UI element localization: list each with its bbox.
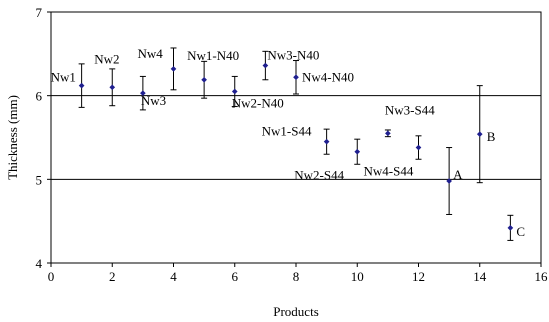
data-point bbox=[231, 88, 238, 95]
point-label: Nw2-N40 bbox=[232, 95, 284, 110]
x-tick-label: 16 bbox=[535, 269, 549, 284]
point-label: Nw2-S44 bbox=[294, 168, 344, 183]
data-point bbox=[354, 148, 361, 155]
y-tick-label: 5 bbox=[36, 172, 43, 187]
point-label: Nw4-S44 bbox=[364, 164, 414, 179]
x-tick-label: 6 bbox=[232, 269, 239, 284]
data-point bbox=[323, 138, 330, 145]
y-tick-label: 7 bbox=[36, 5, 43, 20]
x-tick-label: 10 bbox=[351, 269, 364, 284]
x-tick-label: 14 bbox=[473, 269, 487, 284]
y-axis-title: Thickness (mm) bbox=[5, 95, 20, 180]
data-point bbox=[201, 76, 207, 83]
x-axis-title: Products bbox=[273, 304, 319, 319]
x-tick-label: 2 bbox=[109, 269, 116, 284]
data-point bbox=[476, 131, 483, 137]
point-label: Nw3-N40 bbox=[267, 48, 319, 63]
data-point bbox=[507, 225, 514, 231]
data-point bbox=[170, 66, 177, 72]
point-label: Nw1-N40 bbox=[187, 48, 239, 63]
data-point bbox=[293, 74, 299, 81]
x-tick-label: 12 bbox=[412, 269, 425, 284]
x-axis-ticks: 0 2 4 6 8 10 12 14 16 bbox=[48, 263, 548, 284]
point-label: Nw1 bbox=[51, 70, 76, 85]
point-label: Nw1-S44 bbox=[262, 124, 312, 139]
point-label: Nw4-N40 bbox=[302, 69, 354, 84]
x-tick-label: 8 bbox=[293, 269, 300, 284]
data-point bbox=[415, 144, 422, 151]
point-label: A bbox=[453, 167, 463, 182]
y-tick-label: 6 bbox=[36, 89, 43, 104]
point-labels: Nw1 Nw2 Nw3 Nw4 Nw1-N40 Nw2-N40 Nw3-N40 Nw4-N40… bbox=[51, 46, 525, 239]
data-point bbox=[446, 178, 452, 184]
y-axis-ticks: 4 5 6 7 bbox=[36, 5, 51, 271]
data-point bbox=[78, 82, 85, 89]
point-label: B bbox=[487, 129, 496, 144]
x-tick-label: 0 bbox=[48, 269, 55, 284]
x-tick-label: 4 bbox=[170, 269, 177, 284]
gridlines bbox=[51, 95, 541, 180]
point-label: Nw3-S44 bbox=[385, 102, 435, 117]
point-label: Nw2 bbox=[94, 51, 119, 66]
data-point bbox=[109, 84, 116, 91]
data-point bbox=[262, 62, 269, 69]
y-tick-label: 4 bbox=[36, 256, 43, 271]
point-label: Nw4 bbox=[138, 46, 164, 61]
point-label: Nw3 bbox=[141, 93, 166, 108]
data-point bbox=[385, 130, 391, 137]
data-point bbox=[140, 90, 146, 96]
point-label: C bbox=[516, 224, 525, 239]
